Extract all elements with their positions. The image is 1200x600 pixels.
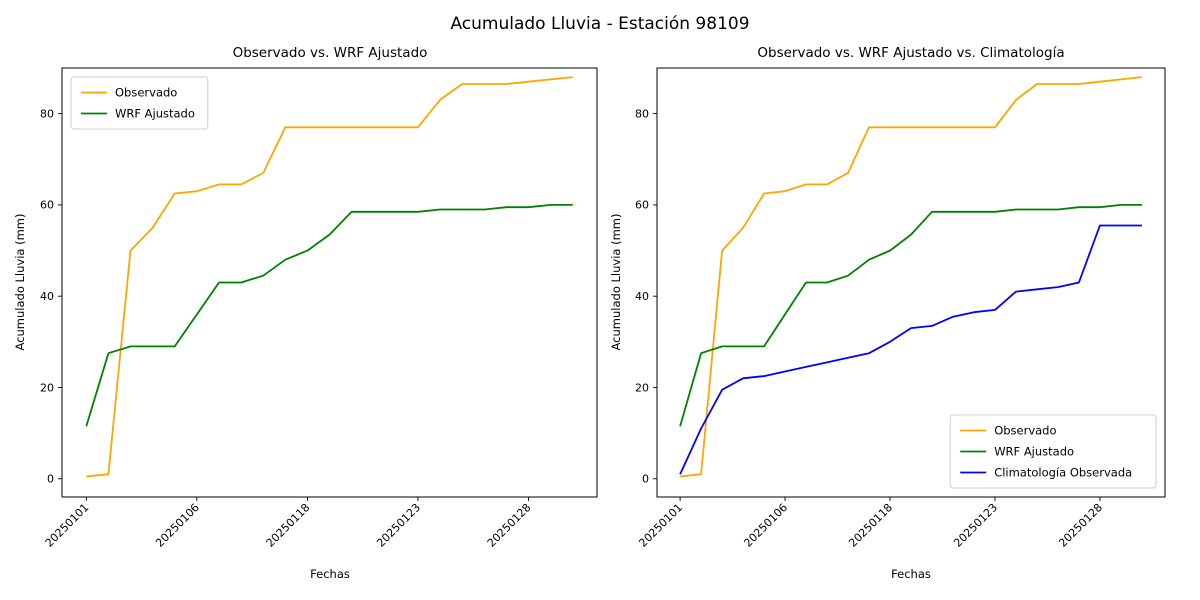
x-tick-label: 20250106 — [741, 501, 790, 550]
y-tick-label: 20 — [635, 381, 649, 394]
left-x-axis-label: Fechas — [310, 567, 350, 581]
legend-label: Observado — [994, 424, 1056, 438]
chart-1: 0 20 40 60 80 20250101 20250106 20250118 2025012… — [635, 67, 1166, 550]
y-tick-label: 80 — [635, 107, 649, 120]
series-line-wrf-ajustado — [85, 203, 573, 427]
y-tick-label: 0 — [642, 473, 649, 486]
series-line-observado — [86, 76, 573, 478]
y-tick-label: 40 — [40, 290, 54, 303]
right-chart-title: Observado vs. WRF Ajustado vs. Climatolo… — [757, 45, 1064, 61]
x-tick-label: 20250106 — [153, 501, 202, 550]
x-tick-label: 20250118 — [846, 501, 895, 550]
y-tick-label: 40 — [635, 290, 649, 303]
y-tick-label: 20 — [40, 381, 54, 394]
chart-0: 0 20 40 60 80 20250101 20250106 20250118 2025012… — [40, 67, 598, 550]
left-y-axis-label: Acumulado Lluvia (mm) — [13, 214, 27, 351]
legend-label: WRF Ajustado — [994, 445, 1074, 459]
legend-label: Observado — [115, 86, 177, 100]
right-y-axis-label: Acumulado Lluvia (mm) — [609, 214, 623, 351]
legend-label: WRF Ajustado — [115, 107, 195, 121]
figure-suptitle: Acumulado Lluvia - Estación 98109 — [450, 14, 749, 34]
y-tick-label: 60 — [40, 199, 54, 212]
y-tick-label: 80 — [40, 107, 54, 120]
series-line-observado — [680, 76, 1142, 478]
x-tick-label: 20250128 — [1056, 501, 1105, 550]
x-tick-label: 20250123 — [951, 501, 1000, 550]
legend-box — [70, 76, 209, 130]
right-x-axis-label: Fechas — [891, 567, 931, 581]
series-line-climatología-observada — [679, 224, 1142, 475]
axes-frame — [656, 67, 1166, 498]
axes-frame — [61, 67, 598, 498]
x-tick-label: 20250123 — [374, 501, 423, 550]
left-chart-title: Observado vs. WRF Ajustado — [233, 45, 428, 61]
x-tick-label: 20250118 — [264, 501, 313, 550]
y-tick-label: 60 — [635, 199, 649, 212]
x-tick-label: 20250101 — [636, 501, 685, 550]
legend-label: Climatología Observada — [994, 466, 1132, 480]
series-line-wrf-ajustado — [679, 203, 1142, 427]
legend-box — [949, 414, 1157, 489]
x-tick-label: 20250101 — [43, 501, 92, 550]
x-tick-label: 20250128 — [485, 501, 534, 550]
y-tick-label: 0 — [47, 473, 54, 486]
